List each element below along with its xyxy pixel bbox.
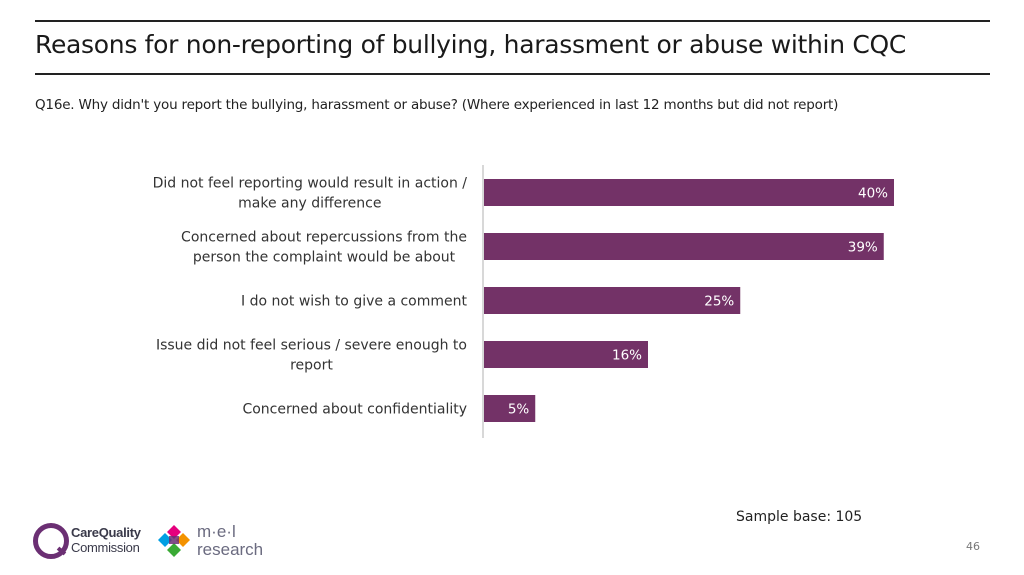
page-number: 46 — [966, 540, 980, 553]
cqc-logo-text: CareQuality Commission — [71, 525, 141, 555]
mel-flower-icon — [158, 525, 190, 557]
mel-logo-line2: research — [197, 540, 264, 559]
bar-chart: Did not feel reporting would result in a… — [153, 165, 894, 438]
category-label-3-0: Issue did not feel serious / severe enou… — [156, 338, 467, 354]
bar-2 — [484, 287, 741, 314]
page-title: Reasons for non-reporting of bullying, h… — [35, 30, 907, 59]
category-label-3-1: report — [290, 358, 333, 374]
data-label-3: 16% — [612, 348, 642, 364]
mel-research-logo: m·e·l research — [157, 521, 277, 563]
data-label-2: 25% — [704, 294, 734, 310]
cqc-logo-line1: CareQuality — [71, 525, 141, 540]
data-label-4: 5% — [508, 402, 530, 418]
cqc-logo: CareQuality Commission — [33, 521, 153, 563]
category-label-1-1: person the complaint would be about — [193, 250, 456, 266]
question-text: Q16e. Why didn't you report the bullying… — [35, 97, 839, 113]
title-rule — [35, 73, 990, 75]
mel-logo-line1: m·e·l — [197, 522, 236, 541]
data-labels: 40% 39% 25% 16% 5% — [508, 186, 888, 418]
category-label-0-1: make any difference — [238, 196, 381, 212]
category-label-0-0: Did not feel reporting would result in a… — [153, 176, 468, 192]
data-label-1: 39% — [848, 240, 878, 256]
data-label-0: 40% — [858, 186, 888, 202]
category-label-1-0: Concerned about repercussions from the — [181, 230, 467, 246]
cqc-q-icon — [33, 523, 69, 559]
bar-4 — [484, 395, 536, 422]
category-labels: Did not feel reporting would result in a… — [153, 176, 468, 418]
cqc-logo-line2: Commission — [71, 540, 140, 555]
category-label-2-0: I do not wish to give a comment — [241, 294, 468, 310]
top-rule — [35, 20, 990, 22]
bar-3 — [484, 341, 648, 368]
mel-logo-text: m·e·l research — [197, 523, 263, 559]
sample-base: Sample base: 105 — [736, 509, 863, 525]
bars — [484, 179, 894, 422]
bar-0 — [484, 179, 894, 206]
category-label-4-0: Concerned about confidentiality — [242, 402, 467, 418]
bar-1 — [484, 233, 884, 260]
